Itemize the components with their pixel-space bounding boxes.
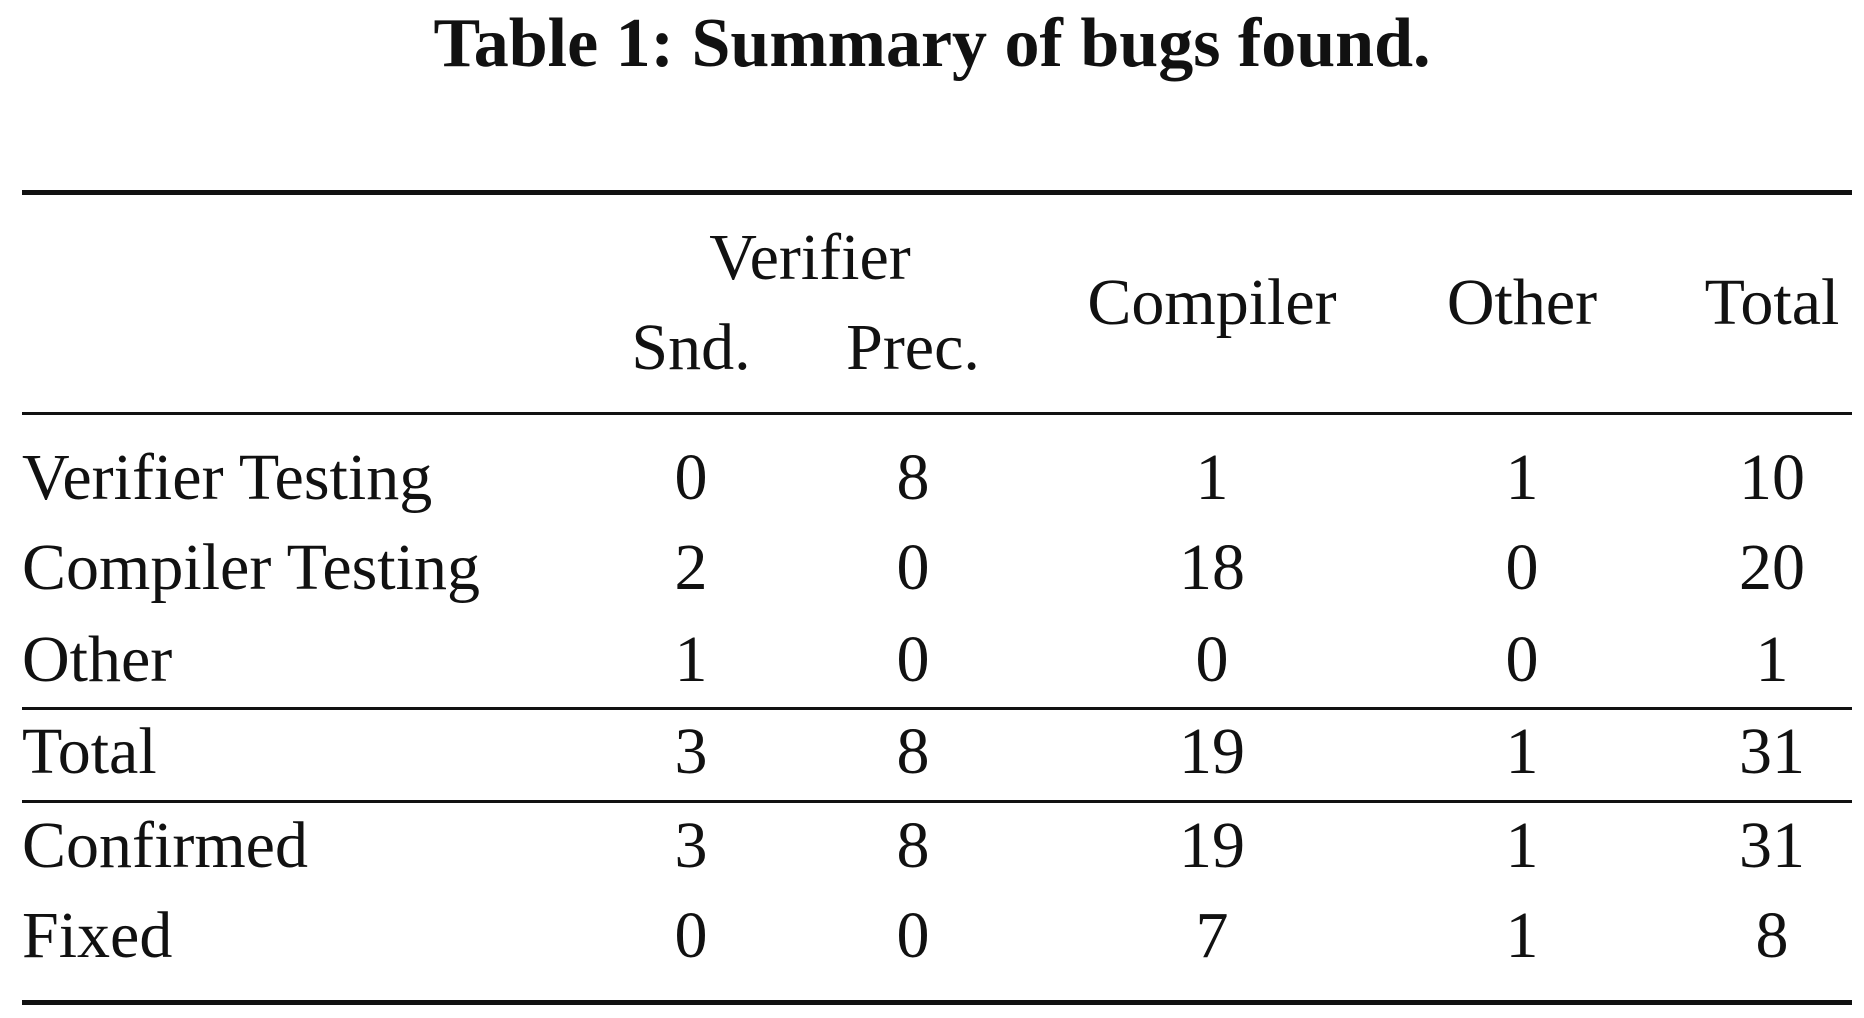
cell: 0 — [1505, 623, 1539, 696]
cell: 8 — [896, 715, 930, 788]
header-snd: Snd. — [631, 311, 751, 384]
header-verifier-group: Verifier — [709, 221, 911, 294]
table-caption: Table 1: Summary of bugs found. — [433, 5, 1431, 82]
row-label-other: Other — [22, 623, 173, 696]
cell: 3 — [674, 715, 708, 788]
cell: 1 — [1195, 441, 1229, 514]
cell: 19 — [1179, 715, 1245, 788]
row-label-verifier-testing: Verifier Testing — [22, 441, 433, 514]
header-compiler: Compiler — [1087, 266, 1337, 339]
cell: 18 — [1179, 531, 1245, 604]
row-label-confirmed: Confirmed — [22, 809, 308, 882]
cell: 7 — [1195, 899, 1229, 972]
header-prec: Prec. — [846, 311, 980, 384]
cell: 8 — [896, 809, 930, 882]
cell: 1 — [1755, 623, 1789, 696]
row-label-compiler-testing: Compiler Testing — [22, 531, 480, 604]
cell: 2 — [674, 531, 708, 604]
cell: 1 — [1505, 809, 1539, 882]
cell: 1 — [1505, 441, 1539, 514]
cell: 8 — [896, 441, 930, 514]
cell: 3 — [674, 809, 708, 882]
cell: 8 — [1755, 899, 1789, 972]
cell: 0 — [1505, 531, 1539, 604]
header-rule — [22, 412, 1852, 415]
cell: 1 — [1505, 715, 1539, 788]
cell: 0 — [674, 899, 708, 972]
cell: 20 — [1739, 531, 1805, 604]
header-other: Other — [1446, 266, 1598, 339]
cell: 0 — [674, 441, 708, 514]
cell: 31 — [1739, 715, 1805, 788]
cell: 0 — [896, 531, 930, 604]
bottom-rule — [22, 1000, 1852, 1005]
cell: 31 — [1739, 809, 1805, 882]
cell: 1 — [1505, 899, 1539, 972]
header-total: Total — [1704, 266, 1840, 339]
cell: 10 — [1739, 441, 1805, 514]
cell: 0 — [896, 623, 930, 696]
row-label-total: Total — [22, 715, 157, 788]
row-label-fixed: Fixed — [22, 899, 173, 972]
cell: 19 — [1179, 809, 1245, 882]
total-rule — [22, 707, 1852, 710]
cell: 0 — [896, 899, 930, 972]
top-rule — [22, 190, 1852, 195]
cell: 0 — [1195, 623, 1229, 696]
cell: 1 — [674, 623, 708, 696]
confirmed-rule — [22, 800, 1852, 803]
